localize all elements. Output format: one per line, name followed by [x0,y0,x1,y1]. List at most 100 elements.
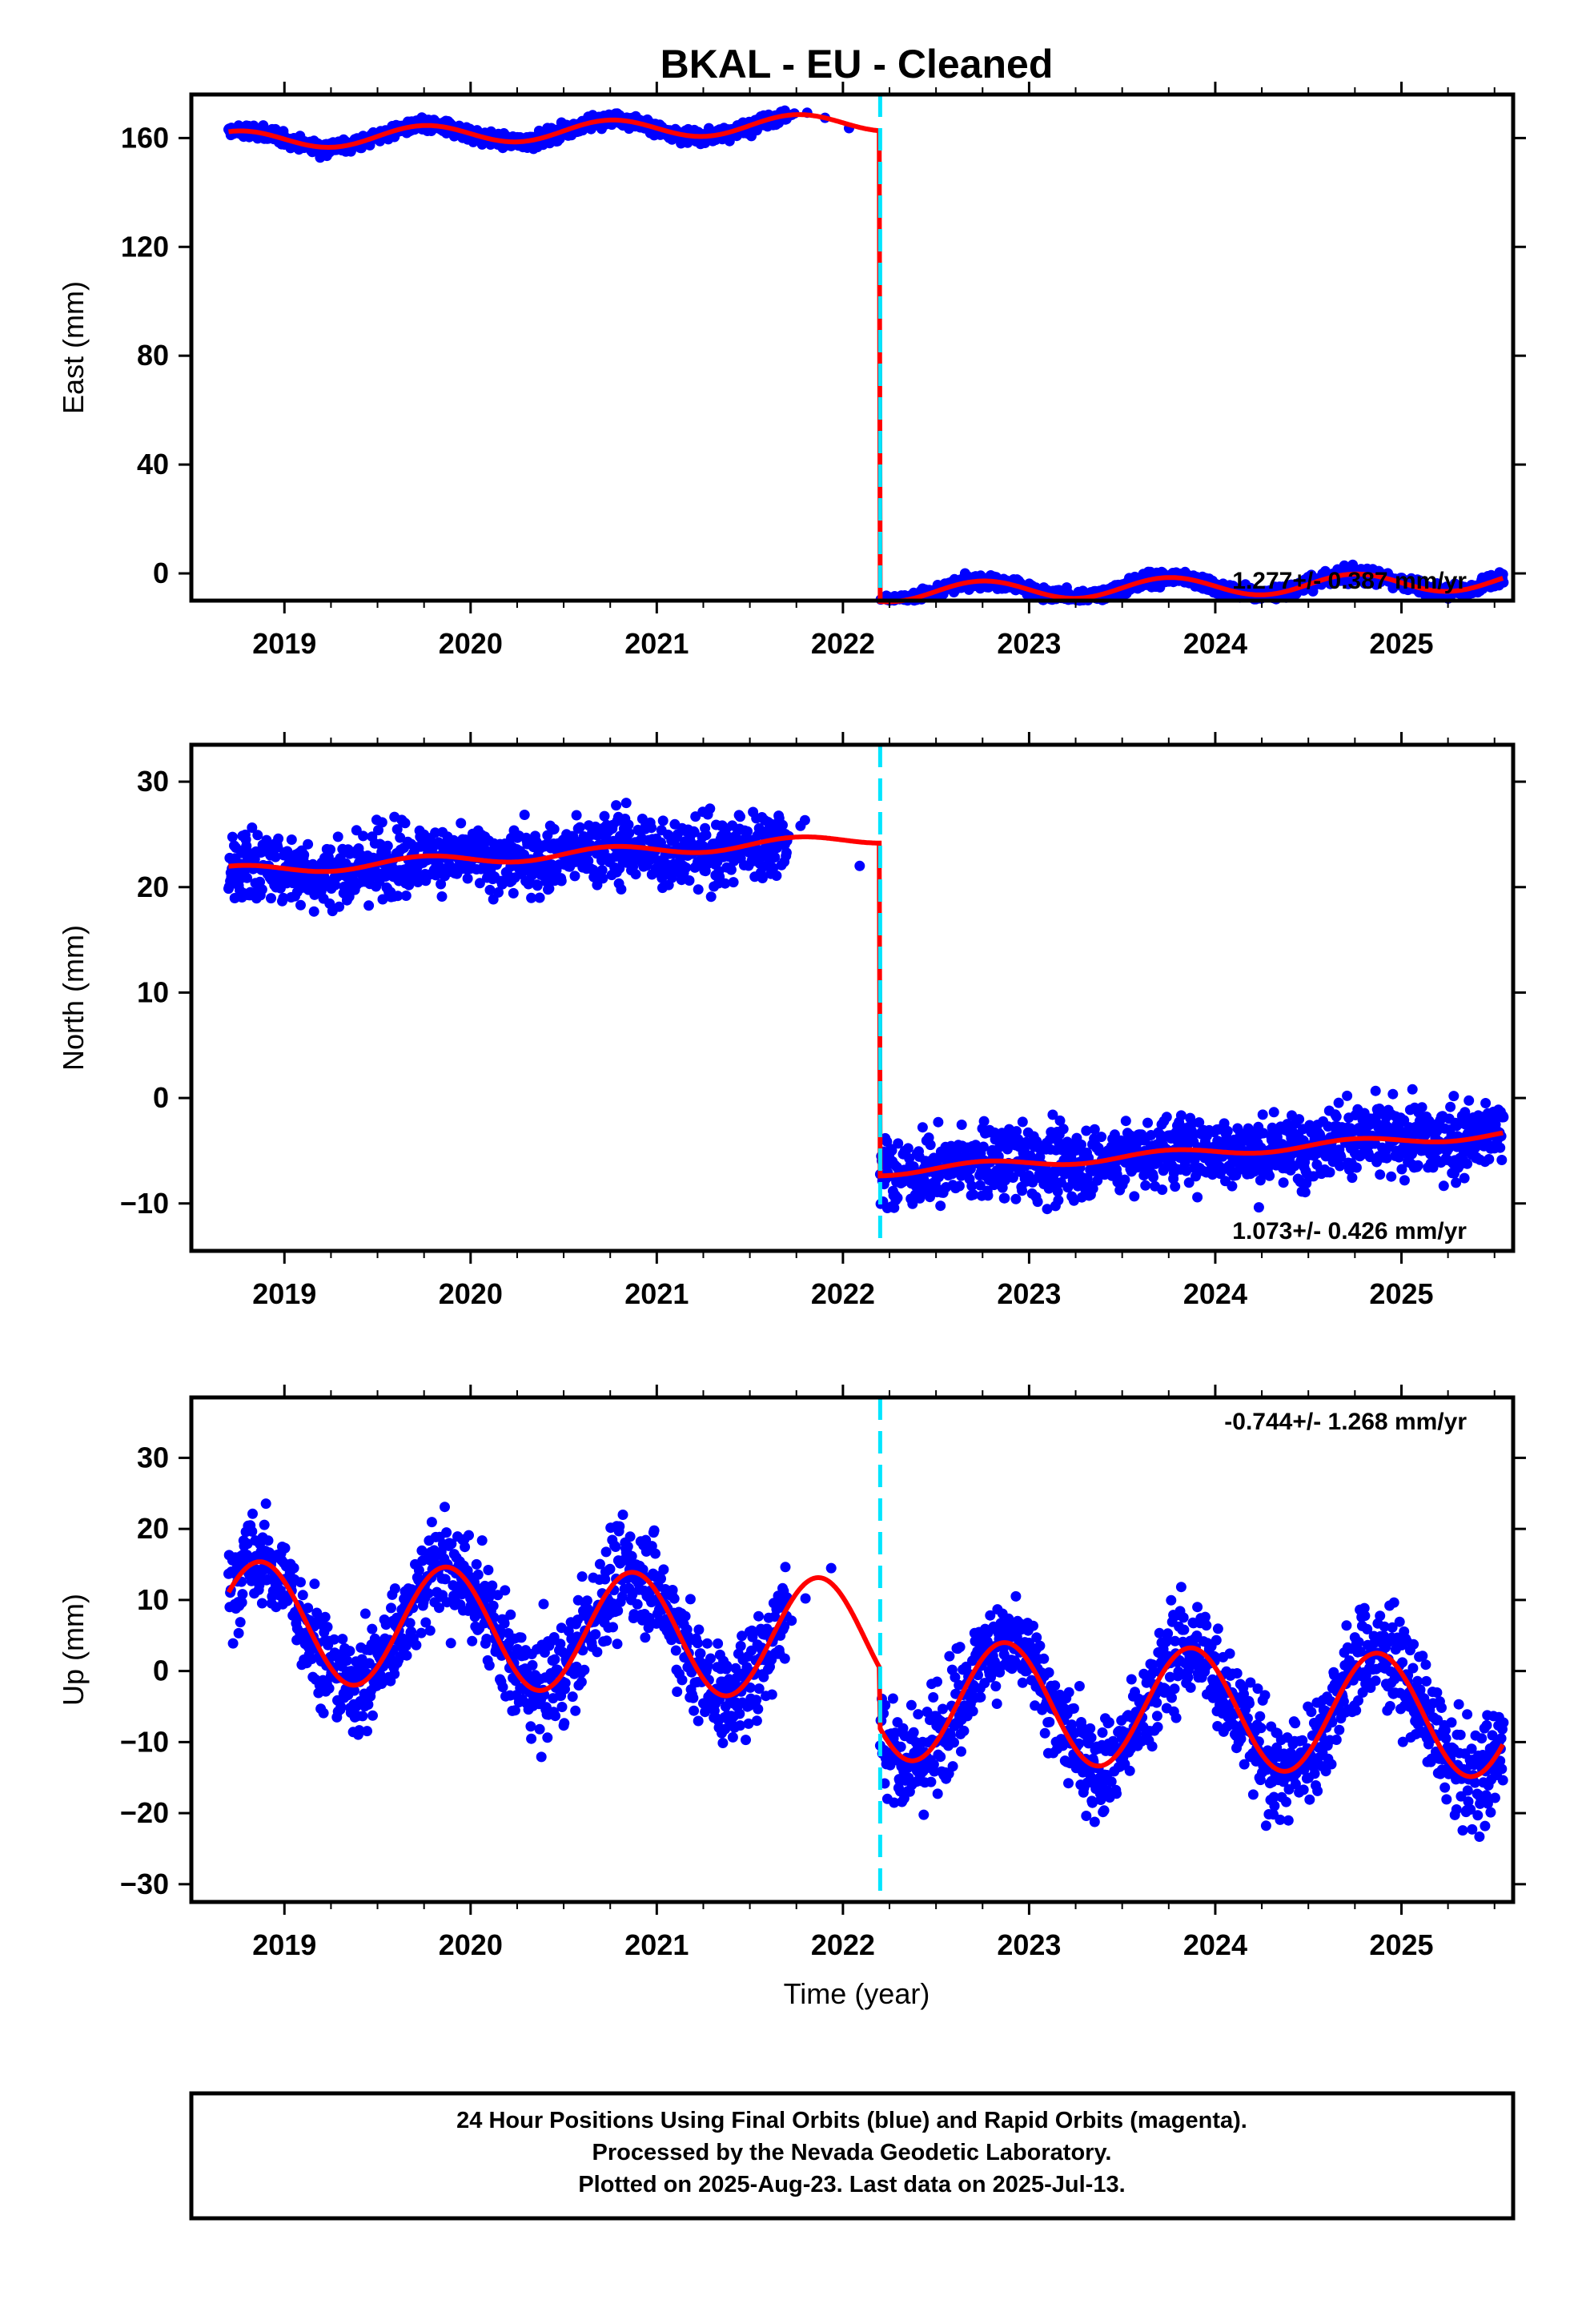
up-data-point [534,1723,545,1735]
north-data-point [534,892,545,903]
north-data-point [252,830,263,841]
east-x-tick-label: 2020 [439,627,503,660]
north-data-point [462,873,473,884]
north-axis-label: North (mm) [57,925,90,1071]
north-data-point [295,899,306,911]
north-data-point [1268,1107,1279,1118]
north-data-point [1399,1175,1410,1186]
north-data-point [1017,1116,1028,1128]
up-data-point [319,1611,331,1622]
up-data-point [389,1668,400,1679]
north-data-point [569,870,580,882]
north-data-point [1017,1185,1028,1196]
north-data-point [1257,1109,1268,1120]
up-data-point [560,1678,571,1689]
chart-title: BKAL - EU - Cleaned [661,42,1054,86]
north-data-point [624,828,635,838]
east-x-tick-label: 2023 [997,627,1061,660]
north-y-tick-label: −10 [120,1187,169,1220]
north-data-point [1459,1172,1470,1184]
north-y-tick-label: 30 [137,765,169,798]
up-data-point [460,1542,471,1553]
north-data-point [1264,1170,1275,1181]
up-data-point [413,1565,424,1576]
up-data-point [247,1508,258,1519]
north-data-point [1351,1162,1362,1173]
north-data-point [574,822,585,833]
north-data-point [1462,1158,1473,1169]
up-data-point [464,1530,474,1541]
north-data-point [902,1143,913,1154]
north-data-point [693,884,704,895]
north-data-point [1148,1172,1158,1183]
east-y-tick-label: 0 [153,557,169,589]
up-data-point [516,1632,527,1643]
up-data-point [295,1577,306,1588]
north-data-point [1484,1154,1495,1164]
up-data-point [526,1733,537,1744]
east-y-tick-label: 120 [121,230,169,263]
east-y-tick-label: 160 [121,121,169,154]
up-data-point [279,1542,291,1554]
north-data-point [308,906,319,917]
up-data-point [471,1558,482,1570]
up-data-point [556,1702,568,1712]
north-data-point [1253,1202,1264,1213]
up-data-point [256,1598,267,1609]
up-data-point [411,1639,422,1651]
up-data-point [260,1498,271,1510]
up-data-point [570,1705,581,1716]
up-data-point [357,1711,368,1722]
north-data-point [556,875,567,887]
up-data-point [297,1590,308,1601]
north-data-point [299,850,310,860]
east-x-tick-label: 2021 [624,627,689,660]
north-data-point [1170,1181,1181,1192]
north-data-point [935,1200,946,1212]
north-y-tick-label: 0 [153,1081,169,1114]
north-data-point [400,891,412,901]
north-data-point [1032,1196,1043,1208]
north-data-point [1438,1180,1449,1192]
north-data-point [620,798,632,809]
north-data-point [1480,1098,1492,1108]
up-data-point [499,1618,510,1629]
up-data-point [247,1526,258,1537]
north-data-point [1294,1114,1305,1125]
north-data-point [1445,1101,1456,1112]
up-data-point [567,1691,578,1703]
north-data-point [1161,1112,1172,1123]
north-data-point [508,887,519,899]
north-x-tick-label: 2023 [997,1277,1061,1310]
north-data-point [519,810,530,820]
up-data-point [525,1721,536,1732]
up-data-point [487,1580,498,1591]
north-data-point [358,830,369,842]
north-data-point [1053,1195,1064,1206]
north-data-point [1227,1180,1238,1192]
north-data-point [684,875,695,886]
north-data-point [1222,1125,1233,1136]
up-data-point [445,1638,456,1649]
north-data-point [701,830,712,841]
up-data-point [488,1600,499,1611]
east-x-tick-label: 2024 [1183,627,1247,660]
up-data-point [367,1710,378,1721]
north-y-tick-label: 10 [137,975,169,1008]
north-data-point [303,838,314,850]
north-data-point [1096,1132,1107,1143]
up-data-point [576,1676,587,1687]
north-data-point [781,847,792,858]
north-data-point [1120,1116,1131,1127]
up-data-point [542,1732,553,1743]
up-data-point [440,1502,450,1513]
north-data-point [1129,1191,1140,1202]
north-data-point [1192,1192,1203,1203]
up-data-point [362,1726,372,1737]
north-data-point [597,873,608,884]
east-y-tick-label: 80 [137,339,169,372]
north-data-point [771,870,782,881]
up-data-point [259,1519,270,1530]
up-data-point [484,1660,495,1671]
north-data-point [611,800,622,811]
